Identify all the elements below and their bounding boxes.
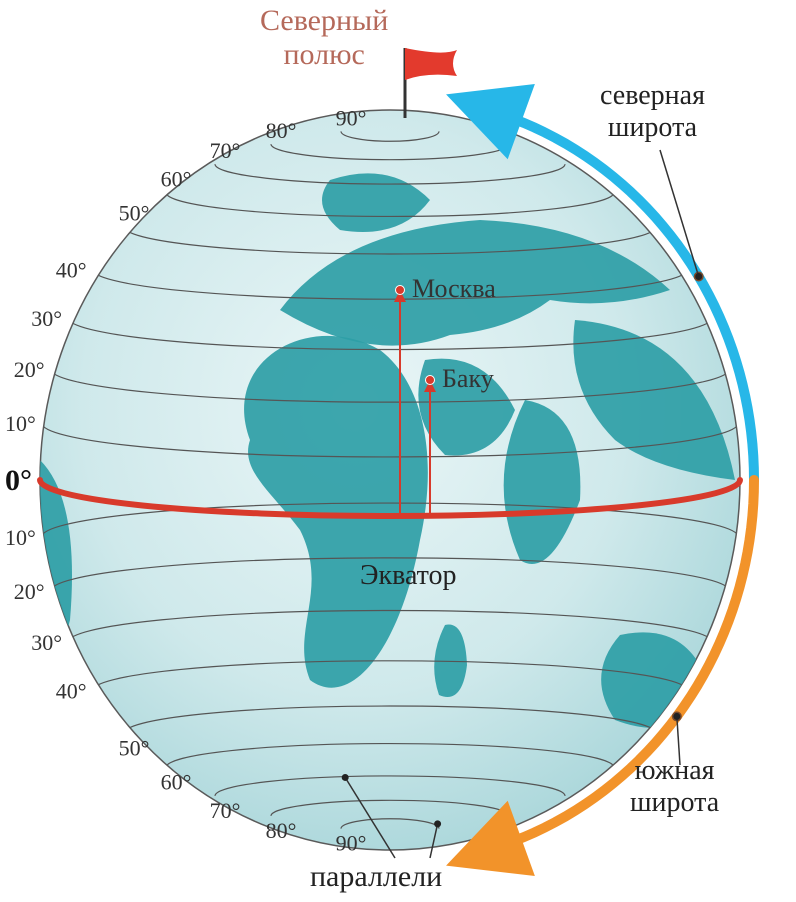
svg-text:30°: 30°: [31, 630, 62, 655]
diagram-stage: 0° 10° 20° 30° 40° 50° 60° 70° 80° 90° 10° 20° 30° 40…: [0, 0, 796, 902]
svg-text:70°: 70°: [210, 138, 241, 163]
svg-text:60°: 60°: [161, 167, 192, 192]
parallels-label: параллели: [310, 860, 442, 894]
svg-text:10°: 10°: [5, 525, 36, 550]
svg-text:10°: 10°: [5, 411, 36, 436]
svg-text:80°: 80°: [266, 818, 297, 843]
svg-text:50°: 50°: [119, 201, 150, 226]
svg-text:20°: 20°: [14, 579, 45, 604]
city-moscow-label: Москва: [412, 274, 496, 304]
svg-text:70°: 70°: [210, 798, 241, 823]
equator-label: Экватор: [360, 560, 457, 592]
svg-text:0°: 0°: [5, 464, 32, 497]
north-pole-flag-icon: [405, 48, 457, 118]
svg-text:90°: 90°: [336, 105, 367, 130]
city-baku-label: Баку: [442, 364, 494, 394]
svg-text:80°: 80°: [266, 118, 297, 143]
svg-text:30°: 30°: [31, 306, 62, 331]
south-latitude-label: южная широта: [630, 755, 719, 819]
svg-text:90°: 90°: [336, 831, 367, 856]
svg-text:60°: 60°: [161, 769, 192, 794]
svg-text:20°: 20°: [14, 357, 45, 382]
svg-text:40°: 40°: [56, 257, 87, 282]
svg-text:50°: 50°: [119, 735, 150, 760]
north-latitude-label: северная широта: [600, 80, 705, 144]
svg-text:40°: 40°: [56, 679, 87, 704]
north-pole-label: Северный полюс: [260, 4, 388, 72]
